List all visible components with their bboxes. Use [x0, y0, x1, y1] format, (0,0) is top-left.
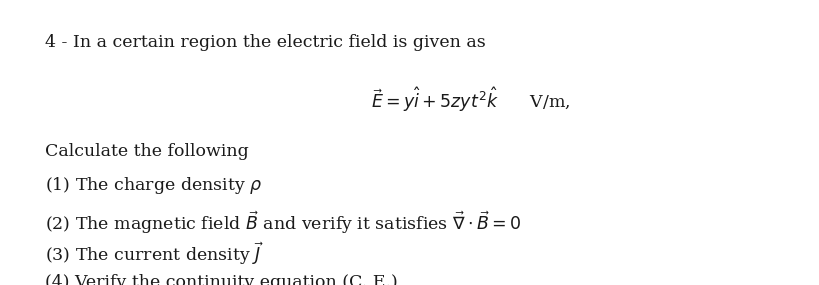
- Text: (2) The magnetic field $\vec{B}$ and verify it satisfies $\vec{\nabla} \cdot \ve: (2) The magnetic field $\vec{B}$ and ver…: [45, 209, 522, 236]
- Text: Calculate the following: Calculate the following: [45, 142, 249, 160]
- Text: (1) The charge density $\rho$: (1) The charge density $\rho$: [45, 175, 263, 196]
- Text: 4 - In a certain region the electric field is given as: 4 - In a certain region the electric fie…: [45, 34, 486, 51]
- Text: $\vec{E} = y\hat{i} + 5zyt^{2}\hat{k}$      V/m,: $\vec{E} = y\hat{i} + 5zyt^{2}\hat{k}$ V…: [371, 86, 571, 114]
- Text: (4) Verify the continuity equation (C. E.): (4) Verify the continuity equation (C. E…: [45, 274, 398, 285]
- Text: (3) The current density $\vec{J}$: (3) The current density $\vec{J}$: [45, 241, 264, 267]
